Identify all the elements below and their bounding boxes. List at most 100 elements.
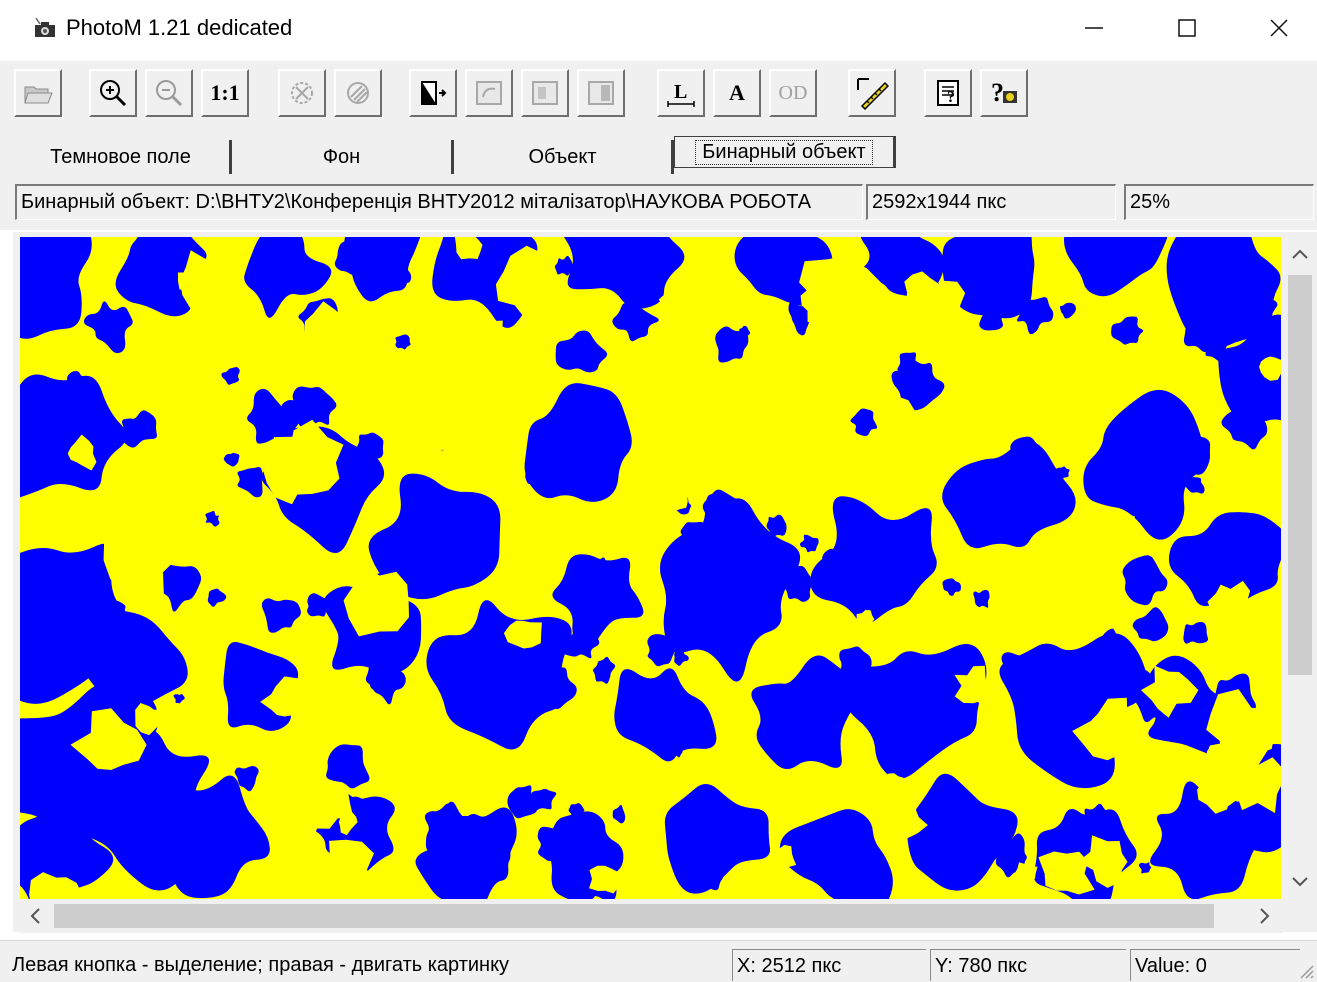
binary-image-canvas — [20, 237, 1281, 899]
background-region — [888, 805, 928, 844]
object-region — [582, 405, 624, 447]
optical-density-button[interactable]: OD — [769, 69, 817, 117]
measure-length-button[interactable]: L — [657, 69, 705, 117]
tab-object[interactable]: Объект — [454, 140, 674, 174]
object-region — [38, 563, 55, 579]
background-region — [178, 263, 206, 298]
background-region — [70, 708, 147, 770]
object-region — [54, 611, 77, 631]
background-region — [762, 366, 779, 384]
object-region — [234, 765, 259, 792]
object-region — [586, 557, 614, 593]
object-region — [244, 237, 332, 318]
background-region — [800, 285, 834, 324]
image-copy-button[interactable] — [521, 69, 569, 117]
object-region — [612, 302, 659, 342]
object-region — [365, 657, 406, 705]
object-region — [684, 590, 731, 640]
background-region — [301, 301, 345, 359]
object-region — [1010, 436, 1044, 479]
help-button[interactable]: ? — [924, 69, 972, 117]
zoom-out-button[interactable] — [145, 69, 193, 117]
scroll-down-icon[interactable] — [1291, 873, 1309, 893]
binary-image[interactable] — [20, 237, 1281, 899]
background-region — [753, 300, 780, 327]
object-region — [865, 666, 903, 701]
open-button[interactable] — [14, 69, 62, 117]
background-region — [787, 445, 819, 482]
object-region — [788, 272, 803, 286]
object-region — [1138, 862, 1152, 874]
object-region — [552, 624, 572, 645]
zoom-level-field: 25% — [1124, 184, 1314, 220]
image-rotate-button[interactable] — [465, 69, 513, 117]
fill-button[interactable] — [334, 69, 382, 117]
background-region — [879, 396, 921, 440]
object-region — [1172, 805, 1204, 835]
object-region — [994, 248, 1006, 260]
background-region — [973, 735, 1017, 772]
object-region — [22, 775, 70, 822]
image-viewport[interactable] — [13, 232, 1317, 933]
object-region — [592, 656, 616, 684]
vertical-scrollbar[interactable] — [1283, 237, 1317, 899]
text-button[interactable]: A — [713, 69, 761, 117]
measure-length-icon: L — [667, 81, 695, 107]
object-region — [525, 461, 551, 485]
object-region — [237, 466, 263, 498]
fill-icon — [347, 82, 369, 104]
zoom-actual-button[interactable]: 1:1 — [201, 69, 249, 117]
scroll-left-icon[interactable] — [28, 907, 42, 929]
object-region — [750, 591, 767, 607]
object-region — [223, 452, 240, 467]
object-region — [145, 756, 164, 775]
text-icon: A — [729, 80, 745, 105]
tab-binary-object[interactable]: Бинарный объект — [674, 136, 896, 168]
zoom-in-button[interactable] — [89, 69, 137, 117]
object-region — [674, 649, 689, 666]
object-region — [154, 564, 202, 612]
open-icon — [24, 86, 53, 104]
object-region — [20, 237, 92, 339]
object-region — [822, 548, 845, 568]
background-region — [495, 245, 559, 321]
resize-grip-icon[interactable] — [1298, 963, 1314, 979]
background-region — [1141, 665, 1199, 718]
image-mirror-button[interactable] — [577, 69, 625, 117]
ruler-button[interactable] — [848, 69, 896, 117]
status-bar: Левая кнопка - выделение; правая - двига… — [0, 940, 1317, 982]
tab-dark-field[interactable]: Темновое поле — [12, 140, 232, 174]
object-region — [779, 809, 893, 899]
object-region — [781, 565, 812, 602]
background-region — [274, 419, 344, 495]
background-region — [621, 646, 637, 663]
scroll-right-icon[interactable] — [1258, 907, 1272, 929]
background-region — [1046, 592, 1062, 609]
object-region — [1017, 297, 1054, 335]
image-rotate-icon — [476, 81, 502, 105]
object-region — [1063, 237, 1168, 297]
horizontal-scroll-thumb[interactable] — [54, 904, 1214, 928]
background-region — [498, 364, 527, 395]
object-region — [864, 554, 897, 585]
about-button[interactable]: ? — [980, 69, 1028, 117]
background-region — [977, 687, 1013, 720]
background-region — [214, 316, 274, 379]
maximize-button[interactable] — [1141, 0, 1233, 56]
image-export-button[interactable] — [409, 69, 457, 117]
file-path-field: Бинарный объект: D:\ВНТУ2\Конференція ВН… — [15, 184, 863, 220]
background-region — [802, 319, 843, 365]
object-region — [647, 634, 676, 667]
minimize-button[interactable] — [1048, 0, 1140, 56]
object-region — [334, 241, 367, 275]
help-icon: ? — [937, 80, 959, 106]
vertical-scroll-thumb[interactable] — [1288, 275, 1312, 675]
erase-button[interactable] — [278, 69, 326, 117]
background-region — [1208, 458, 1256, 497]
horizontal-scrollbar[interactable] — [20, 899, 1283, 933]
close-button[interactable] — [1233, 0, 1317, 56]
object-region — [664, 783, 771, 894]
scroll-up-icon[interactable] — [1291, 245, 1309, 265]
info-bar: Бинарный объект: D:\ВНТУ2\Конференція ВН… — [0, 178, 1317, 230]
tab-background[interactable]: Фон — [232, 140, 454, 174]
